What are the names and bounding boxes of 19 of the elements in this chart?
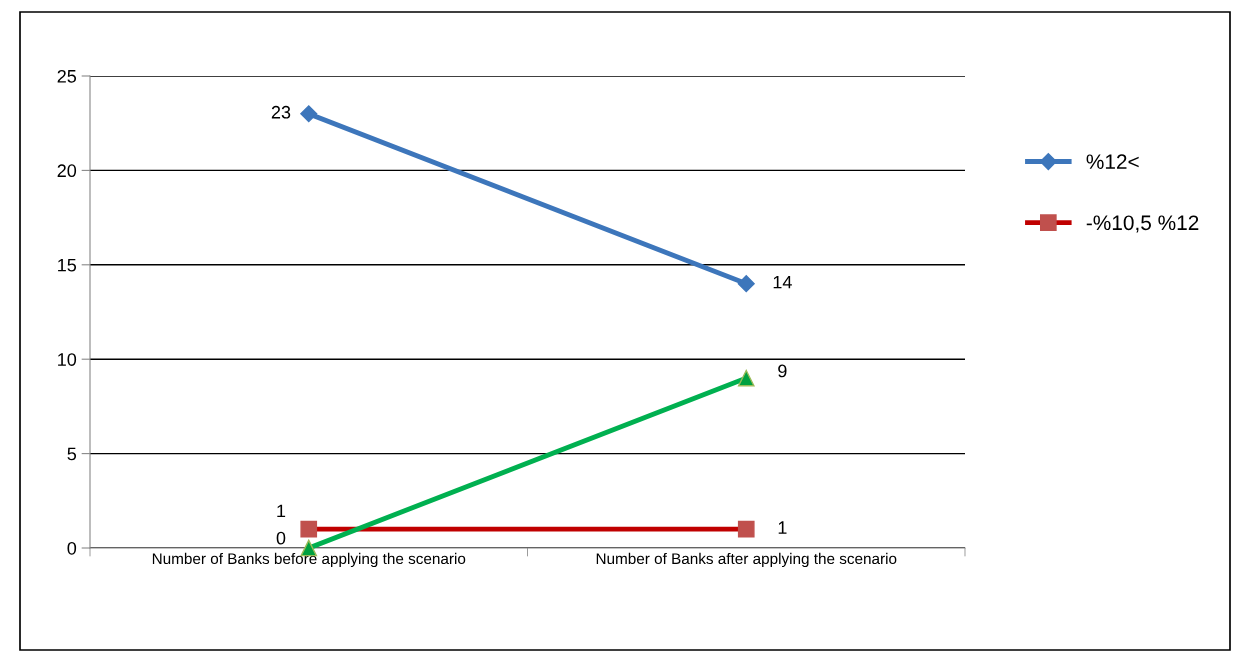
data-label: 0 xyxy=(276,531,286,545)
data-label: 14 xyxy=(773,275,792,289)
data-label: 23 xyxy=(271,105,291,119)
y-tick-label: 15 xyxy=(58,258,77,272)
point xyxy=(300,105,318,123)
x-tick-label: Number of Banks after applying the scenario xyxy=(596,552,897,568)
point xyxy=(737,369,755,387)
data-label: 1 xyxy=(277,504,286,518)
legend-label: %12< xyxy=(1086,154,1139,169)
x-tick-label: Number of Banks before applying the scenario xyxy=(152,552,466,568)
y-tick-label: 0 xyxy=(67,541,77,555)
y-tick-label: 10 xyxy=(58,353,77,366)
data-label: 1 xyxy=(778,521,787,534)
y-tick-label: 25 xyxy=(57,69,77,83)
data-label: 9 xyxy=(778,364,787,378)
point xyxy=(737,275,755,293)
legend-label: -%10,5 %12 xyxy=(1086,215,1199,233)
y-tick-label: 20 xyxy=(57,164,77,178)
y-tick-label: 5 xyxy=(67,447,77,461)
